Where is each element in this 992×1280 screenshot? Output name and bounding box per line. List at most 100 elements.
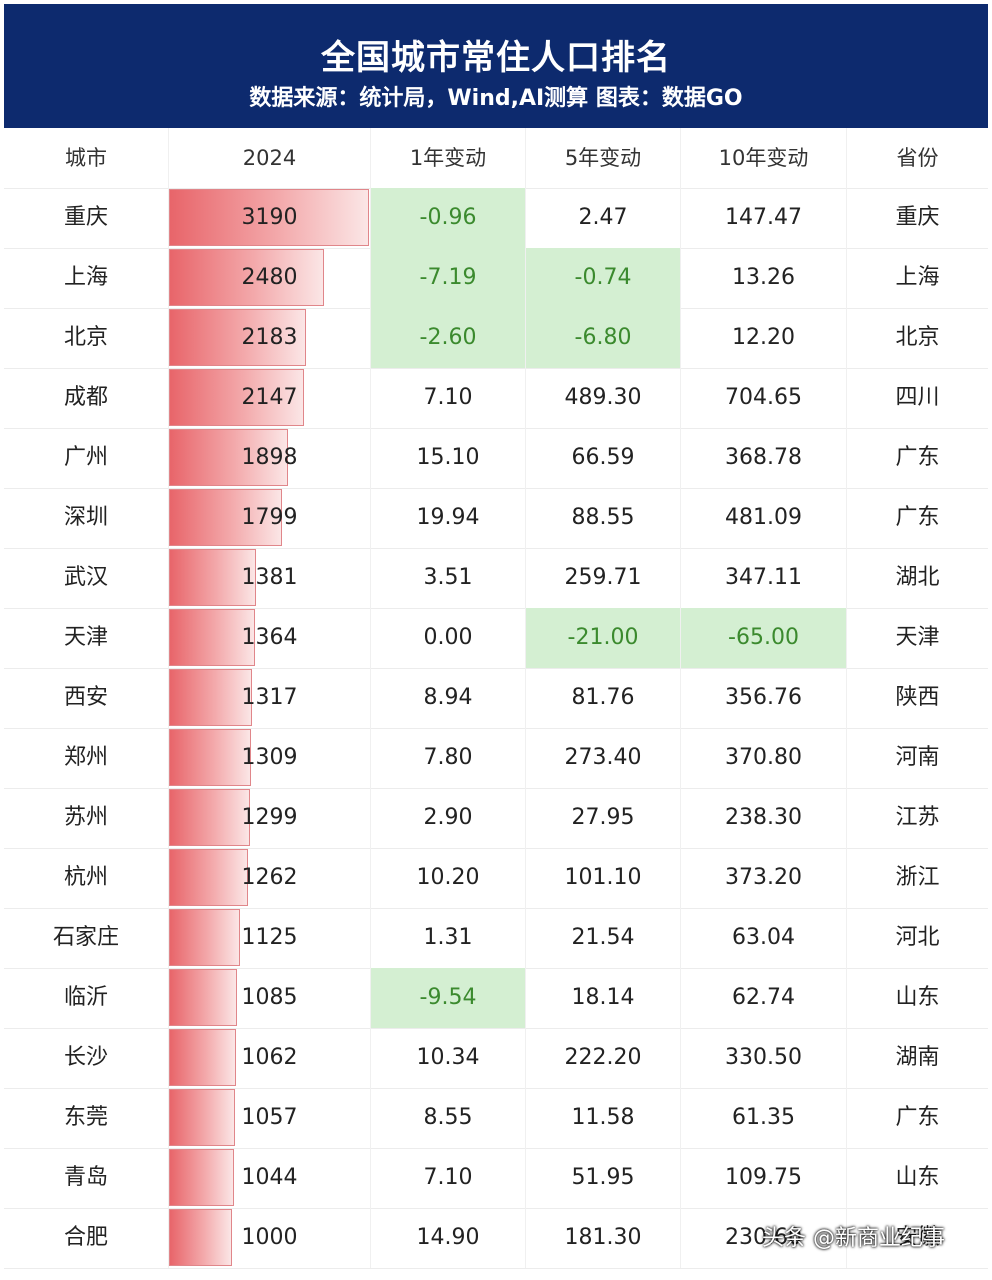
change-1y-cell: 19.94 <box>370 488 525 548</box>
column-header-5y: 5年变动 <box>525 128 680 188</box>
change-1y-cell: -7.19 <box>370 248 525 308</box>
province-cell: 河南 <box>846 728 988 788</box>
population-value-label: 1044 <box>241 1165 298 1190</box>
column-header-10y: 10年变动 <box>680 128 846 188</box>
change-10y-cell: 330.50 <box>680 1028 846 1088</box>
column-header-2024: 2024 <box>168 128 370 188</box>
population-value-label: 1898 <box>241 445 298 470</box>
chart-header: 全国城市常住人口排名 数据来源：统计局，Wind,AI测算 图表：数据GO <box>4 4 988 128</box>
province-cell: 广东 <box>846 488 988 548</box>
population-2024-cell: 1057 <box>168 1088 370 1148</box>
table-row: 深圳 1799 19.94 88.55 481.09 广东 <box>4 488 988 549</box>
change-10y-cell: -65.00 <box>680 608 846 668</box>
city-cell: 上海 <box>63 265 108 290</box>
province-cell: 上海 <box>846 248 988 308</box>
table-row: 苏州 1299 2.90 27.95 238.30 江苏 <box>4 788 988 849</box>
change-10y-cell: 61.35 <box>680 1088 846 1148</box>
city-cell: 深圳 <box>63 505 108 530</box>
population-bar <box>169 789 250 846</box>
change-10y-cell: 62.74 <box>680 968 846 1028</box>
population-bar <box>169 1209 232 1266</box>
city-cell: 长沙 <box>63 1045 108 1070</box>
change-10y-cell: 238.30 <box>680 788 846 848</box>
city-cell: 郑州 <box>63 745 108 770</box>
change-5y-cell: 259.71 <box>525 548 680 608</box>
city-cell: 广州 <box>63 445 108 470</box>
table-row: 武汉 1381 3.51 259.71 347.11 湖北 <box>4 548 988 609</box>
change-1y-cell: 10.34 <box>370 1028 525 1088</box>
change-10y-cell: 373.20 <box>680 848 846 908</box>
city-cell: 石家庄 <box>52 925 119 950</box>
population-2024-cell: 1262 <box>168 848 370 908</box>
change-1y-cell: -0.96 <box>370 188 525 248</box>
population-value-label: 1309 <box>241 745 298 770</box>
change-5y-cell: 27.95 <box>525 788 680 848</box>
province-cell: 广东 <box>846 1088 988 1148</box>
population-2024-cell: 1000 <box>168 1208 370 1268</box>
change-10y-cell: 63.04 <box>680 908 846 968</box>
population-2024-cell: 1309 <box>168 728 370 788</box>
table-row: 杭州 1262 10.20 101.10 373.20 浙江 <box>4 848 988 909</box>
table-row: 郑州 1309 7.80 273.40 370.80 河南 <box>4 728 988 789</box>
change-10y-cell: 356.76 <box>680 668 846 728</box>
population-2024-cell: 1898 <box>168 428 370 488</box>
change-5y-cell: 181.30 <box>525 1208 680 1268</box>
change-10y-cell: 147.47 <box>680 188 846 248</box>
change-5y-cell: 101.10 <box>525 848 680 908</box>
table-header-row: 城市 2024 1年变动 5年变动 10年变动 省份 <box>4 128 988 189</box>
change-1y-cell: 0.00 <box>370 608 525 668</box>
population-bar <box>169 909 240 966</box>
province-cell: 湖北 <box>846 548 988 608</box>
city-cell: 武汉 <box>63 565 108 590</box>
change-1y-cell: 10.20 <box>370 848 525 908</box>
change-5y-cell: -0.74 <box>525 248 680 308</box>
table-row: 重庆 3190 -0.96 2.47 147.47 重庆 <box>4 188 988 249</box>
change-10y-cell: 370.80 <box>680 728 846 788</box>
population-bar <box>169 249 324 306</box>
table-row: 青岛 1044 7.10 51.95 109.75 山东 <box>4 1148 988 1209</box>
population-2024-cell: 1364 <box>168 608 370 668</box>
change-5y-cell: 18.14 <box>525 968 680 1028</box>
city-cell: 杭州 <box>63 865 108 890</box>
population-bar <box>169 1029 236 1086</box>
table-row: 成都 2147 7.10 489.30 704.65 四川 <box>4 368 988 429</box>
change-1y-cell: 7.10 <box>370 1148 525 1208</box>
population-value-label: 3190 <box>241 205 298 230</box>
province-cell: 山东 <box>846 968 988 1028</box>
chart-title: 全国城市常住人口排名 <box>321 38 671 78</box>
population-2024-cell: 1799 <box>168 488 370 548</box>
table-row: 东莞 1057 8.55 11.58 61.35 广东 <box>4 1088 988 1149</box>
population-value-label: 2147 <box>241 385 298 410</box>
population-2024-cell: 1062 <box>168 1028 370 1088</box>
population-2024-cell: 1125 <box>168 908 370 968</box>
change-10y-cell: 481.09 <box>680 488 846 548</box>
change-1y-cell: 14.90 <box>370 1208 525 1268</box>
population-2024-cell: 1044 <box>168 1148 370 1208</box>
change-10y-cell: 12.20 <box>680 308 846 368</box>
change-10y-cell: 704.65 <box>680 368 846 428</box>
city-cell: 成都 <box>63 385 108 410</box>
change-5y-cell: 11.58 <box>525 1088 680 1148</box>
column-header-city: 城市 <box>65 146 107 170</box>
city-cell: 合肥 <box>63 1225 108 1250</box>
table-row: 石家庄 1125 1.31 21.54 63.04 河北 <box>4 908 988 969</box>
change-1y-cell: 2.90 <box>370 788 525 848</box>
watermark: 头条 @新商业纪事 <box>762 1226 945 1251</box>
population-bar <box>169 429 288 486</box>
population-value-label: 1125 <box>241 925 298 950</box>
province-cell: 安徽 <box>846 1208 988 1268</box>
table-row: 临沂 1085 -9.54 18.14 62.74 山东 <box>4 968 988 1029</box>
population-2024-cell: 2183 <box>168 308 370 368</box>
province-cell: 湖南 <box>846 1028 988 1088</box>
population-bar <box>169 309 306 366</box>
change-10y-cell: 109.75 <box>680 1148 846 1208</box>
change-5y-cell: -6.80 <box>525 308 680 368</box>
population-value-label: 1799 <box>241 505 298 530</box>
population-value-label: 1364 <box>241 625 298 650</box>
population-2024-cell: 1317 <box>168 668 370 728</box>
table-row: 天津 1364 0.00 -21.00 -65.00 天津 <box>4 608 988 669</box>
table-row: 长沙 1062 10.34 222.20 330.50 湖南 <box>4 1028 988 1089</box>
column-header-1y: 1年变动 <box>370 128 525 188</box>
city-cell: 北京 <box>63 325 108 350</box>
population-value-label: 1057 <box>241 1105 298 1130</box>
